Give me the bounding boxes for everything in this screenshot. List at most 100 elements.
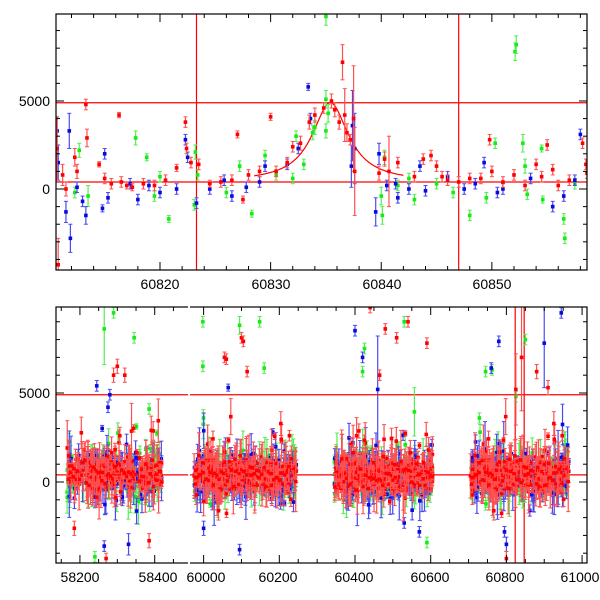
- data-point: [152, 190, 157, 202]
- data-marker: [578, 132, 583, 137]
- data-point: [97, 161, 102, 168]
- data-marker: [77, 148, 82, 153]
- data-marker: [60, 173, 65, 177]
- data-point: [402, 315, 407, 328]
- data-point: [445, 174, 450, 186]
- data-marker: [373, 210, 378, 214]
- data-point: [208, 499, 213, 508]
- data-point: [237, 315, 242, 335]
- data-point: [556, 179, 561, 192]
- data-point: [83, 98, 88, 111]
- data-point: [382, 151, 387, 167]
- data-marker: [167, 217, 171, 221]
- data-marker: [183, 137, 188, 142]
- bottom-panel-full-light-curve: [55, 306, 588, 564]
- data-marker: [382, 157, 387, 161]
- data-marker: [272, 490, 277, 494]
- data-point: [487, 133, 492, 146]
- data-point: [352, 126, 357, 216]
- data-marker: [208, 502, 213, 506]
- data-point: [379, 186, 384, 206]
- data-marker: [80, 199, 85, 204]
- data-marker: [467, 176, 472, 181]
- data-point: [124, 181, 129, 190]
- data-point: [323, 123, 328, 139]
- data-marker: [219, 180, 223, 184]
- data-marker: [132, 459, 137, 463]
- data-point: [395, 179, 400, 192]
- data-marker: [321, 106, 326, 110]
- data-marker: [100, 206, 105, 211]
- data-point: [483, 365, 488, 378]
- data-marker: [174, 166, 179, 170]
- data-marker: [313, 113, 317, 117]
- data-marker: [116, 431, 120, 435]
- data-point: [102, 148, 107, 160]
- data-marker: [387, 169, 391, 174]
- data-marker: [440, 174, 444, 179]
- top-panel-zoomed-light-curve: [55, 13, 588, 271]
- data-point: [478, 172, 483, 185]
- data-point: [440, 170, 445, 183]
- data-point: [412, 387, 417, 437]
- data-marker: [456, 180, 461, 184]
- data-marker: [563, 236, 567, 241]
- data-marker: [540, 197, 545, 202]
- data-point: [482, 156, 487, 169]
- data-marker: [412, 197, 417, 202]
- data-marker: [523, 183, 527, 188]
- data-marker: [412, 174, 417, 179]
- data-marker: [351, 116, 356, 121]
- data-marker: [567, 178, 572, 183]
- data-point: [360, 365, 365, 378]
- data-marker: [274, 169, 278, 174]
- data-marker: [290, 144, 295, 149]
- data-marker: [237, 164, 242, 168]
- data-marker: [273, 444, 278, 449]
- data-marker: [185, 155, 190, 160]
- data-point: [192, 199, 197, 211]
- data-marker: [102, 327, 107, 331]
- data-marker: [512, 173, 516, 177]
- data-point: [290, 140, 295, 153]
- data-point: [301, 158, 306, 171]
- data-marker: [136, 499, 141, 504]
- data-point: [244, 181, 249, 194]
- data-marker: [306, 85, 311, 89]
- data-marker: [244, 185, 249, 190]
- data-marker: [128, 181, 132, 186]
- data-marker: [379, 194, 384, 198]
- data-point: [520, 133, 525, 153]
- data-point: [348, 133, 353, 146]
- data-point: [393, 177, 398, 190]
- data-marker: [86, 194, 90, 198]
- data-marker: [313, 125, 317, 130]
- data-point: [157, 170, 162, 183]
- data-marker: [362, 346, 367, 351]
- data-marker: [445, 178, 450, 183]
- data-marker: [56, 262, 61, 267]
- data-marker: [412, 488, 417, 493]
- data-point: [67, 112, 72, 150]
- data-marker: [332, 107, 337, 112]
- data-point: [65, 492, 70, 502]
- data-marker: [573, 178, 577, 183]
- data-marker: [155, 431, 159, 435]
- data-marker: [134, 456, 139, 460]
- data-point: [188, 156, 193, 169]
- data-marker: [134, 424, 139, 429]
- data-point: [249, 209, 254, 218]
- data-marker: [257, 169, 262, 174]
- data-marker: [514, 42, 518, 47]
- data-marker: [56, 160, 61, 165]
- data-marker: [133, 136, 138, 140]
- data-marker: [147, 183, 151, 188]
- data-point: [406, 183, 411, 195]
- data-marker: [152, 183, 157, 188]
- data-point: [163, 174, 168, 186]
- data-marker: [250, 211, 254, 216]
- data-marker: [490, 169, 494, 174]
- data-marker: [102, 176, 107, 181]
- data-point: [412, 170, 417, 183]
- data-point: [134, 497, 139, 525]
